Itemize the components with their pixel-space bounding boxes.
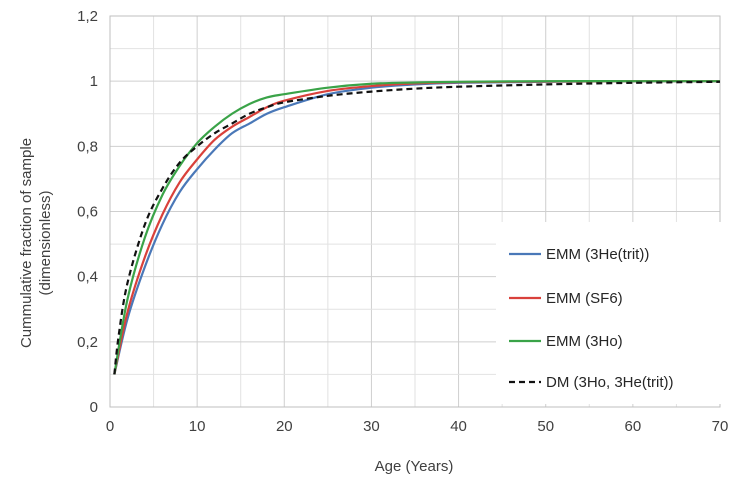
legend-label: EMM (3Ho) bbox=[546, 333, 623, 350]
legend-label: DM (3Ho, 3He(trit)) bbox=[546, 374, 674, 391]
y-tick-label: 0,8 bbox=[77, 138, 98, 155]
x-tick-label: 60 bbox=[625, 418, 642, 435]
legend-box bbox=[496, 222, 724, 404]
legend: EMM (3He(trit)) EMM (SF6) EMM (3Ho) DM (3Ho… bbox=[496, 222, 724, 404]
x-tick-label: 10 bbox=[189, 418, 206, 435]
y-tick-label: 1,2 bbox=[77, 8, 98, 25]
plot-area-border bbox=[109, 15, 721, 408]
y-axis-title-line2: (dimensionless) bbox=[37, 190, 54, 295]
series-line-4 bbox=[113, 80, 721, 375]
x-tick-label: 40 bbox=[450, 418, 467, 435]
legend-label: EMM (3He(trit)) bbox=[546, 246, 649, 263]
legend-label: EMM (SF6) bbox=[546, 290, 623, 307]
x-tick-label: 20 bbox=[276, 418, 293, 435]
y-tick-label: 0 bbox=[90, 399, 98, 416]
y-tick-label: 1 bbox=[90, 73, 98, 90]
y-tick-label: 0,6 bbox=[77, 204, 98, 221]
series-line-3 bbox=[113, 80, 720, 375]
x-tick-label: 30 bbox=[363, 418, 380, 435]
y-tick-label: 0,4 bbox=[77, 269, 98, 286]
y-axis-title-line1: Cummulative fraction of sample bbox=[18, 138, 35, 348]
x-tick-label: 50 bbox=[537, 418, 554, 435]
tick-labels: 0 10 20 30 40 50 60 70 0 0,2 0,4 0,6 0,8 1 1,2 bbox=[77, 8, 728, 435]
y-tick-label: 0,2 bbox=[77, 334, 98, 351]
series-group bbox=[113, 80, 721, 375]
x-tick-label: 70 bbox=[712, 418, 729, 435]
x-tick-label: 0 bbox=[106, 418, 114, 435]
x-axis-title: Age (Years) bbox=[375, 458, 454, 475]
